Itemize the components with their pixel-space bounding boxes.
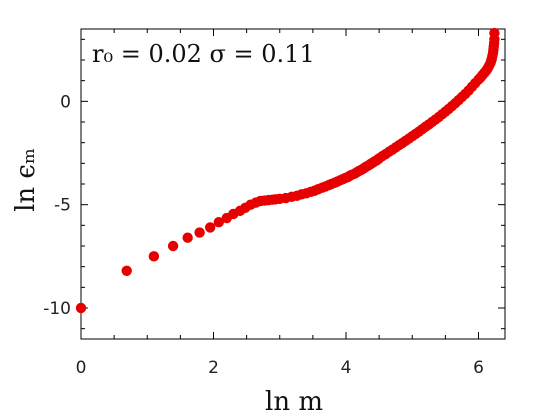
data-point [121,265,132,276]
parameter-annotation: r₀ = 0.02 σ = 0.11 [92,40,315,68]
y-tick-label: -5 [54,196,71,216]
data-point [489,27,500,39]
data-point [167,240,179,252]
x-tick-label: 2 [208,358,219,378]
data-point [204,222,216,233]
y-tick-label: 0 [60,92,71,112]
data-point [213,217,224,228]
data-point [148,251,160,262]
x-tick-label: 0 [76,358,87,378]
x-tick-label: 6 [473,358,484,378]
data-point [182,232,193,243]
x-axis-ticks: 0 2 4 6 [76,29,484,378]
y-tick-label: -10 [43,299,71,319]
data-point [75,302,87,314]
x-axis-label: ln m [265,387,323,417]
data-points [75,27,500,314]
data-point [194,227,205,238]
y-axis-label: ln ϵₘ [11,148,41,212]
x-tick-label: 4 [341,358,352,378]
